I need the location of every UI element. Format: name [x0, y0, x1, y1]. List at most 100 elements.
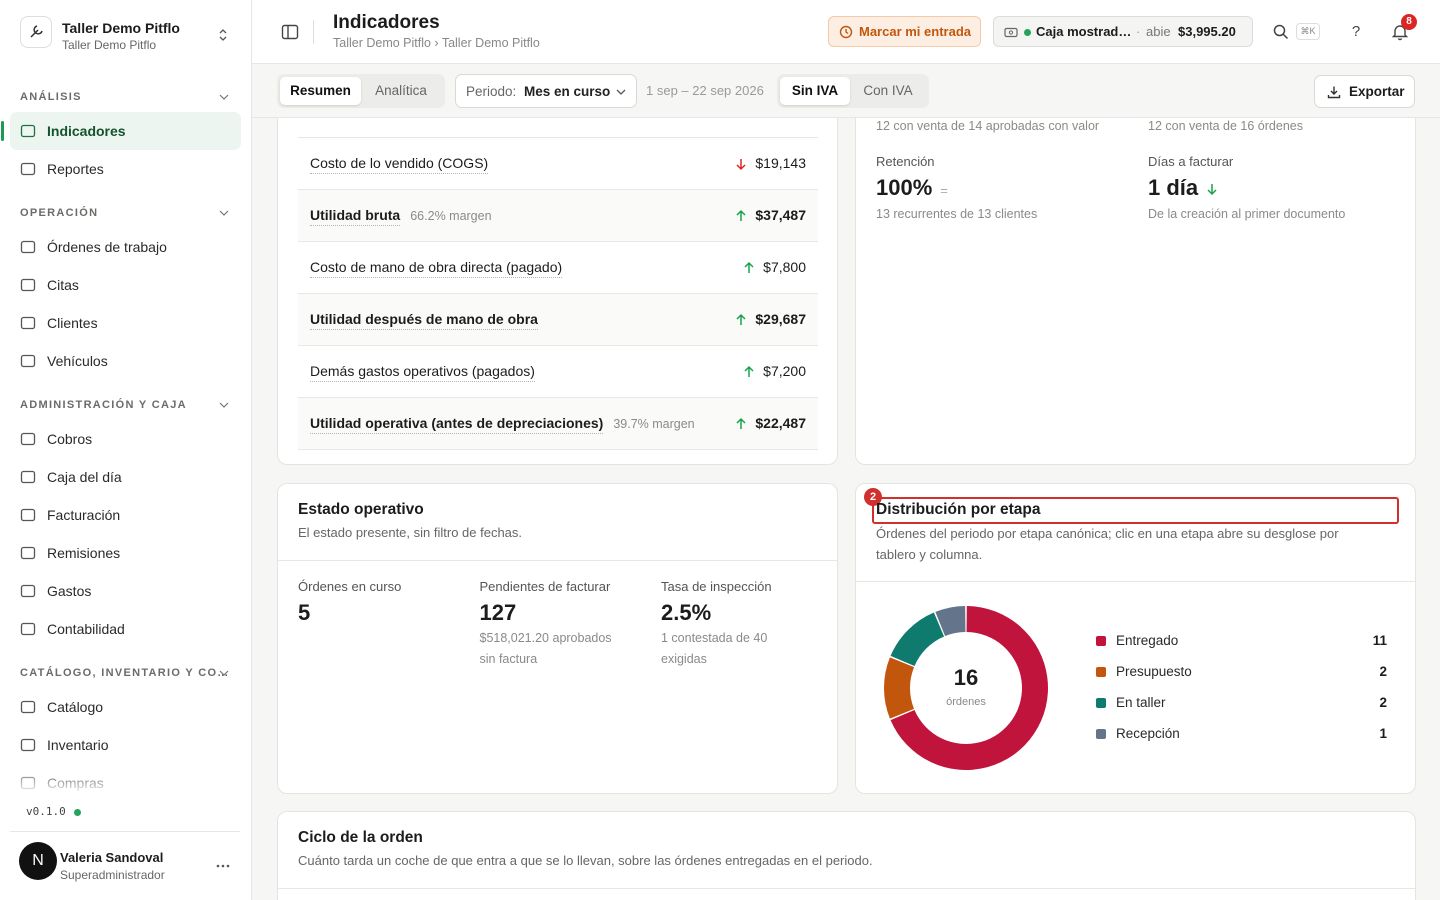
nav-item-label: Reportes	[47, 161, 104, 177]
sidebar-toggle[interactable]	[281, 23, 299, 41]
version: v0.1.0	[26, 805, 66, 818]
nav-item[interactable]: Clientes	[10, 304, 241, 342]
nav-item[interactable]: Catálogo	[10, 688, 241, 726]
nav-item[interactable]: Remisiones	[10, 534, 241, 572]
pnl-value: $7,200	[763, 363, 806, 379]
pnl-row: Utilidad bruta 66.2% margen $37,487	[298, 189, 818, 241]
avatar[interactable]: N	[19, 842, 57, 880]
nav-item-label: Citas	[47, 277, 79, 293]
icon-shape	[20, 354, 36, 368]
clock-in-button[interactable]: Marcar mi entrada	[828, 16, 981, 47]
page-title: Indicadores	[333, 12, 440, 33]
donut-segment[interactable]	[890, 606, 1048, 770]
nav-item[interactable]: Facturación	[10, 496, 241, 534]
donut-segment[interactable]	[890, 612, 945, 667]
trend-arrow	[736, 313, 746, 325]
register-button[interactable]: Caja mostrad… · abie $3,995.20	[993, 16, 1253, 47]
org-sub: Taller Demo Pitflo	[62, 38, 157, 52]
nav-item[interactable]: Contabilidad	[10, 610, 241, 648]
metric-value: 100%	[876, 175, 933, 200]
export-button[interactable]: Exportar	[1314, 75, 1415, 108]
nav-item[interactable]: Inventario	[10, 726, 241, 764]
nav-icon	[20, 546, 36, 560]
section-chevron[interactable]	[219, 209, 229, 217]
card-title: Distribución por etapa	[876, 501, 1041, 518]
segment[interactable]: Sin IVA	[780, 77, 850, 105]
metric-sub: De la creación al primer documento	[1148, 207, 1346, 221]
metric-indicator: =	[940, 183, 948, 198]
icon-shape	[20, 162, 36, 176]
metric-sub: 13 recurrentes de 13 clientes	[876, 207, 1038, 221]
legend-item[interactable]: Entregado 11	[1092, 629, 1397, 653]
nav: ANÁLISIS Indicadores Reportes OPERACIÓN Órde…	[0, 82, 251, 795]
nav-item[interactable]: Indicadores	[10, 112, 241, 150]
nav-item[interactable]: Cobros	[10, 420, 241, 458]
segment[interactable]: Analítica	[361, 77, 441, 105]
period-select[interactable]: Periodo: Mes en curso	[455, 74, 637, 108]
legend-item[interactable]: Recepción 1	[1092, 722, 1397, 746]
legend-item[interactable]: Presupuesto 2	[1092, 660, 1397, 684]
nav-icon	[20, 508, 36, 522]
nav-section-title: CATÁLOGO, INVENTARIO Y CO…	[20, 667, 230, 679]
search-button[interactable]	[1273, 24, 1289, 40]
icon-shape	[20, 738, 36, 752]
legend-item[interactable]: En taller 2	[1092, 691, 1397, 715]
donut-segment[interactable]	[884, 657, 915, 719]
period-label: Periodo:	[466, 84, 517, 99]
help-button[interactable]: ?	[1351, 23, 1361, 40]
segment[interactable]: Resumen	[280, 77, 361, 105]
section-chevron[interactable]	[219, 669, 229, 677]
metric-label: Tasa de inspección	[661, 579, 772, 594]
tax-toggle: Sin IVA Con IVA	[777, 74, 929, 108]
chevron-path	[219, 402, 229, 408]
pnl-value: $22,487	[755, 415, 806, 431]
nav-item[interactable]: Reportes	[10, 150, 241, 188]
nav-item[interactable]: Citas	[10, 266, 241, 304]
clock-icon	[839, 25, 853, 39]
icon-shape	[20, 508, 36, 522]
user-name: Valeria Sandoval	[60, 850, 164, 865]
nav-icon	[20, 700, 36, 714]
pnl-row: Costo de lo vendido (COGS) $19,143	[298, 137, 818, 189]
header: Indicadores Taller Demo Pitflo › Taller …	[252, 0, 1440, 63]
chevron	[616, 89, 626, 95]
nav-icon	[20, 470, 36, 484]
nav-item-label: Facturación	[47, 507, 121, 523]
segment[interactable]: Con IVA	[850, 77, 926, 105]
pnl-card: Costo de lo vendido (COGS) $19,143 Utilida…	[277, 118, 838, 465]
icon-shape	[20, 700, 36, 714]
section-chevron[interactable]	[219, 93, 229, 101]
nav-item[interactable]: Gastos	[10, 572, 241, 610]
cash-icon	[1004, 27, 1018, 38]
nav-item-label: Clientes	[47, 315, 98, 331]
nav-item-label: Gastos	[47, 583, 92, 599]
nav-item[interactable]: Órdenes de trabajo	[10, 228, 241, 266]
trend-arrow	[744, 261, 754, 273]
register-status-dot	[1024, 29, 1031, 36]
chevron-path	[219, 210, 229, 216]
legend-label: En taller	[1116, 695, 1166, 710]
donut-segment[interactable]	[935, 606, 966, 637]
export-label: Exportar	[1349, 84, 1405, 99]
nav-icon	[20, 622, 36, 636]
section-chevron[interactable]	[219, 401, 229, 409]
arrow-path	[736, 313, 746, 325]
trend-arrow	[736, 159, 746, 171]
metric-sub: 12 con venta de 14 aprobadas con valor	[876, 119, 1100, 133]
trend-arrow	[736, 209, 746, 221]
nav-item[interactable]: Vehículos	[10, 342, 241, 380]
divider	[313, 20, 314, 44]
pnl-value: $19,143	[755, 155, 806, 171]
nav-icon	[20, 240, 36, 254]
icon-shape	[20, 278, 36, 292]
active-indicator	[1, 121, 4, 141]
legend-value: 2	[1379, 695, 1387, 710]
nav-item[interactable]: Caja del día	[10, 458, 241, 496]
metric-value: 2.5%	[661, 600, 712, 625]
card-title: Ciclo de la orden	[298, 829, 423, 846]
user-menu[interactable]	[216, 862, 230, 870]
register-name: Caja mostrad…	[1036, 24, 1132, 39]
nav-section-title: ANÁLISIS	[20, 91, 82, 103]
org-switch[interactable]	[216, 28, 230, 42]
